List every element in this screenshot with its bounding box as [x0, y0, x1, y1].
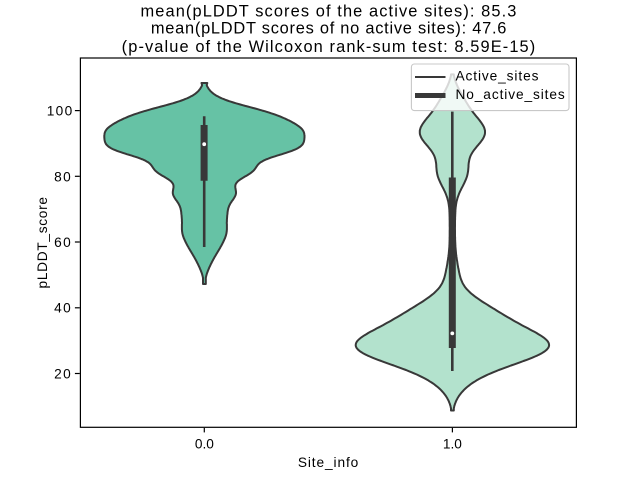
svg-text:0.0: 0.0 [195, 437, 214, 452]
svg-text:40: 40 [54, 301, 72, 316]
svg-text:1.0: 1.0 [443, 437, 462, 452]
svg-text:No_active_sites: No_active_sites [456, 87, 566, 102]
svg-text:mean(pLDDT scores of the activ: mean(pLDDT scores of the active sites): … [141, 2, 518, 20]
svg-text:100: 100 [47, 104, 74, 119]
svg-text:80: 80 [54, 169, 72, 184]
svg-text:pLDDT_score: pLDDT_score [35, 196, 50, 288]
svg-text:mean(pLDDT scores of no active: mean(pLDDT scores of no active sites): 4… [151, 20, 507, 38]
svg-text:20: 20 [54, 366, 72, 381]
svg-text:Site_info: Site_info [298, 455, 359, 470]
svg-text:Active_sites: Active_sites [456, 69, 540, 84]
svg-text:60: 60 [54, 235, 72, 250]
svg-text:(p-value of the Wilcoxon rank-: (p-value of the Wilcoxon rank-sum test: … [122, 38, 537, 56]
